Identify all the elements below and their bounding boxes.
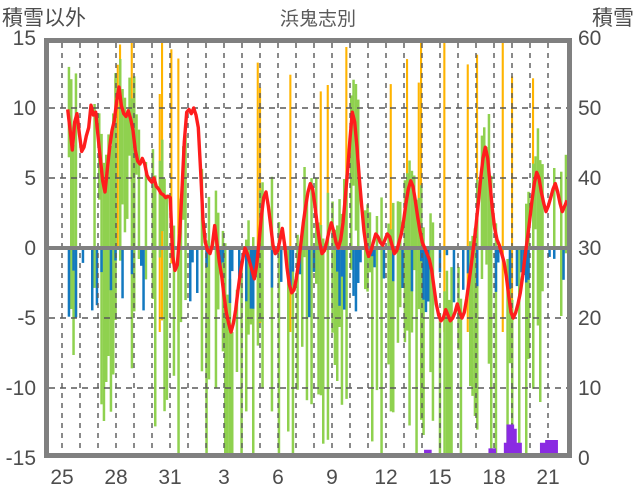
left-tick-10: 10 [12,97,36,120]
x-tick-5: 9 [326,466,338,489]
right-tick-50: 50 [578,97,602,120]
x-tick-6: 12 [374,466,398,489]
chart-plot-area [44,38,572,458]
page-title: 浜鬼志別 [279,9,356,30]
left-tick-0: 0 [24,237,36,260]
right-tick-10: 10 [578,377,602,400]
x-tick-1: 28 [104,466,128,489]
left-axis-title: 積雪以外 [2,7,86,30]
right-tick-40: 40 [578,167,602,190]
x-tick-0: 25 [50,466,74,489]
x-tick-2: 31 [158,466,182,489]
right-axis-title: 積雪 [592,7,634,30]
x-tick-9: 21 [536,466,560,489]
plot-frame-border [44,38,572,458]
x-tick-7: 15 [428,466,452,489]
chart-svg [49,43,567,453]
right-tick-20: 20 [578,307,602,330]
left-tick-15: 15 [12,27,36,50]
chart-canvas [49,43,567,453]
right-tick-30: 30 [578,237,602,260]
right-tick-0: 0 [578,447,590,470]
left-tick-neg5: -5 [17,307,36,330]
left-tick-5: 5 [24,167,36,190]
x-tick-4: 6 [272,466,284,489]
x-tick-3: 3 [218,466,230,489]
left-tick-neg15: -15 [5,447,36,470]
left-tick-neg10: -10 [5,377,36,400]
x-tick-8: 18 [482,466,506,489]
right-tick-60: 60 [578,27,602,50]
